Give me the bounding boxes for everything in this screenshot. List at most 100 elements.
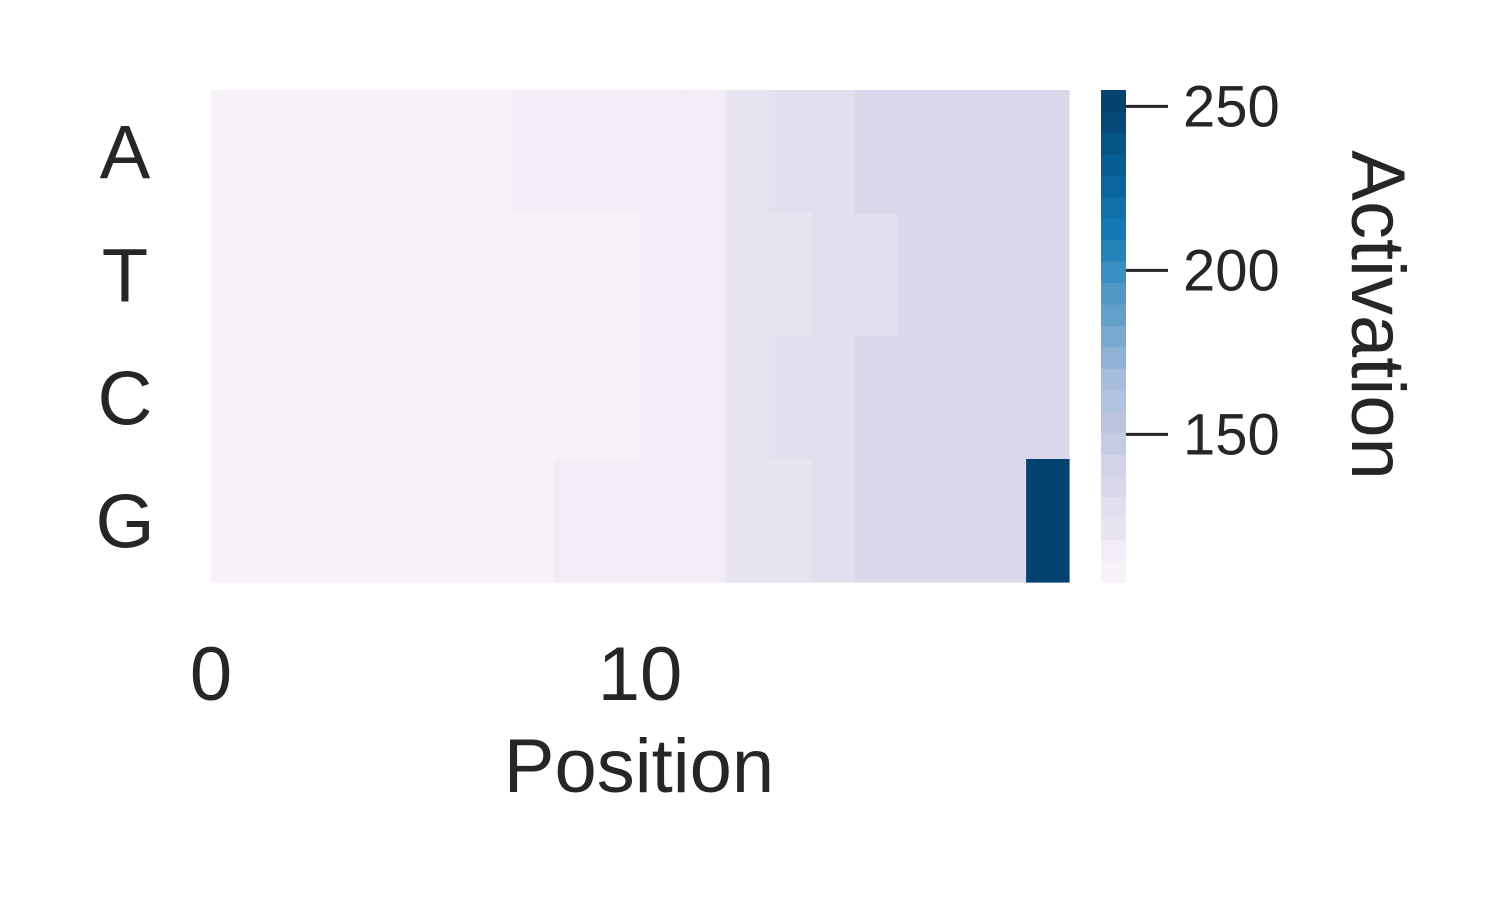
heatmap-cell-G-12 — [725, 459, 770, 583]
colorbar-tick-label-250: 250 — [1183, 74, 1280, 139]
heatmap-cell-G-1 — [253, 459, 298, 583]
heatmap-cell-C-4 — [382, 336, 427, 460]
row-label-G: G — [95, 480, 154, 565]
colorbar-band — [1101, 282, 1126, 305]
heatmap-cell-T-12 — [725, 213, 770, 337]
colorbar-band — [1101, 90, 1126, 112]
heatmap-cell-A-14 — [811, 90, 856, 214]
colorbar-band — [1101, 325, 1126, 348]
heatmap-cells — [211, 90, 1070, 583]
heatmap-cell-T-10 — [640, 213, 684, 337]
heatmap-cell-T-17 — [940, 213, 984, 337]
heatmap-cell-G-0 — [211, 459, 255, 583]
heatmap-cell-C-17 — [940, 336, 984, 460]
heatmap-cell-A-18 — [983, 90, 1027, 214]
heatmap-cell-G-16 — [897, 459, 941, 583]
heatmap-cell-T-18 — [983, 213, 1027, 337]
heatmap-cell-T-0 — [211, 213, 255, 337]
heatmap-cell-T-9 — [597, 213, 641, 337]
heatmap-cell-T-13 — [768, 213, 813, 337]
heatmap-cell-G-8 — [554, 459, 598, 583]
heatmap-cell-A-1 — [253, 90, 298, 214]
colorbar-band — [1101, 517, 1126, 540]
heatmap-cell-C-18 — [983, 336, 1027, 460]
heatmap-cell-G-10 — [640, 459, 684, 583]
heatmap-cell-G-4 — [382, 459, 427, 583]
heatmap-cell-T-4 — [382, 213, 427, 337]
heatmap-cell-A-17 — [940, 90, 984, 214]
x-tick-label-10: 10 — [598, 632, 683, 717]
heatmap-cell-C-0 — [211, 336, 255, 460]
heatmap-cell-G-15 — [854, 459, 898, 583]
heatmap-cell-C-11 — [682, 336, 727, 460]
heatmap-cell-T-11 — [682, 213, 727, 337]
colorbar-band — [1101, 389, 1126, 412]
heatmap-cell-A-0 — [211, 90, 255, 214]
colorbar-label: Activation — [1335, 150, 1420, 480]
heatmap-cell-G-19 — [1026, 459, 1070, 583]
heatmap-cell-A-4 — [382, 90, 427, 214]
heatmap-cell-A-6 — [468, 90, 512, 214]
heatmap-cell-A-7 — [511, 90, 555, 214]
heatmap-cell-T-15 — [854, 213, 898, 337]
heatmap-cell-C-19 — [1026, 336, 1070, 460]
heatmap-cell-G-13 — [768, 459, 813, 583]
colorbar-band — [1101, 560, 1126, 583]
heatmap-cell-A-16 — [897, 90, 941, 214]
heatmap-cell-T-14 — [811, 213, 856, 337]
heatmap-cell-T-8 — [554, 213, 598, 337]
colorbar-band — [1101, 132, 1126, 155]
colorbar-band — [1101, 368, 1126, 391]
heatmap-cell-G-3 — [339, 459, 384, 583]
row-label-C: C — [98, 357, 153, 442]
heatmap-cell-A-3 — [339, 90, 384, 214]
heatmap-cell-C-9 — [597, 336, 641, 460]
heatmap-cell-C-1 — [253, 336, 298, 460]
heatmap-cell-A-10 — [640, 90, 684, 214]
heatmap-cell-A-12 — [725, 90, 770, 214]
colorbar-band — [1101, 539, 1126, 562]
heatmap-cell-T-16 — [897, 213, 941, 337]
heatmap-cell-C-13 — [768, 336, 813, 460]
heatmap-cell-G-14 — [811, 459, 856, 583]
x-axis-ticks: 0 10 — [190, 632, 682, 717]
heatmap-cell-C-8 — [554, 336, 598, 460]
colorbar-tick-label-150: 150 — [1183, 402, 1280, 467]
colorbar-band — [1101, 111, 1126, 134]
heatmap-cell-A-2 — [296, 90, 341, 214]
colorbar-band — [1101, 432, 1126, 455]
heatmap-cell-G-11 — [682, 459, 727, 583]
colorbar-band — [1101, 218, 1126, 241]
heatmap-cell-G-2 — [296, 459, 341, 583]
heatmap-cell-G-18 — [983, 459, 1027, 583]
heatmap-cell-C-10 — [640, 336, 684, 460]
colorbar-ticks: 150 200 250 — [1126, 74, 1280, 467]
x-axis-label: Position — [504, 724, 774, 809]
colorbar-band — [1101, 475, 1126, 498]
heatmap-cell-T-5 — [425, 213, 469, 337]
heatmap-cell-T-19 — [1026, 213, 1070, 337]
heatmap-cell-G-9 — [597, 459, 641, 583]
colorbar-band — [1101, 410, 1126, 433]
heatmap-cell-G-5 — [425, 459, 469, 583]
colorbar-band — [1101, 175, 1126, 198]
heatmap-cell-A-11 — [682, 90, 727, 214]
colorbar-band — [1101, 154, 1126, 177]
heatmap-cell-C-12 — [725, 336, 770, 460]
colorbar-band — [1101, 453, 1126, 476]
heatmap-cell-C-7 — [511, 336, 555, 460]
heatmap-cell-C-2 — [296, 336, 341, 460]
x-tick-label-0: 0 — [190, 632, 232, 717]
heatmap-cell-A-13 — [768, 90, 813, 214]
heatmap-cell-T-3 — [339, 213, 384, 337]
heatmap-cell-C-3 — [339, 336, 384, 460]
colorbar — [1101, 90, 1126, 583]
row-label-T: T — [102, 234, 148, 319]
heatmap-cell-T-7 — [511, 213, 555, 337]
row-label-A: A — [100, 111, 151, 196]
colorbar-band — [1101, 261, 1126, 284]
heatmap-cell-C-14 — [811, 336, 856, 460]
heatmap-cell-C-16 — [897, 336, 941, 460]
